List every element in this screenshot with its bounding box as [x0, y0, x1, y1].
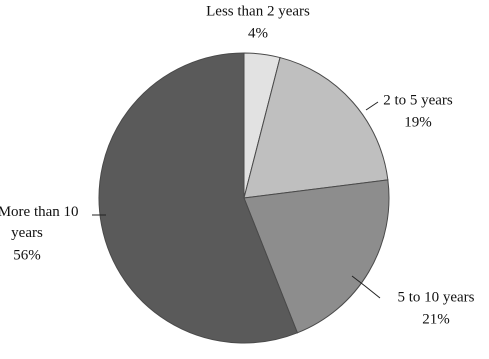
value-label: 19% — [404, 114, 432, 130]
pie-slice — [243, 56, 389, 199]
slice-label: 5 to 10 years — [397, 289, 474, 305]
value-label: 56% — [13, 247, 41, 263]
pie-slice — [98, 52, 299, 344]
slice-label: 2 to 5 years — [383, 92, 453, 108]
value-label: 21% — [422, 311, 450, 327]
leader-line — [351, 275, 381, 299]
pie-slice — [243, 179, 390, 334]
leader-line — [365, 101, 379, 111]
slice-label: Less than 2 years — [206, 3, 310, 19]
value-label: 4% — [248, 25, 268, 41]
slice-label: More than 10 years — [0, 204, 82, 241]
